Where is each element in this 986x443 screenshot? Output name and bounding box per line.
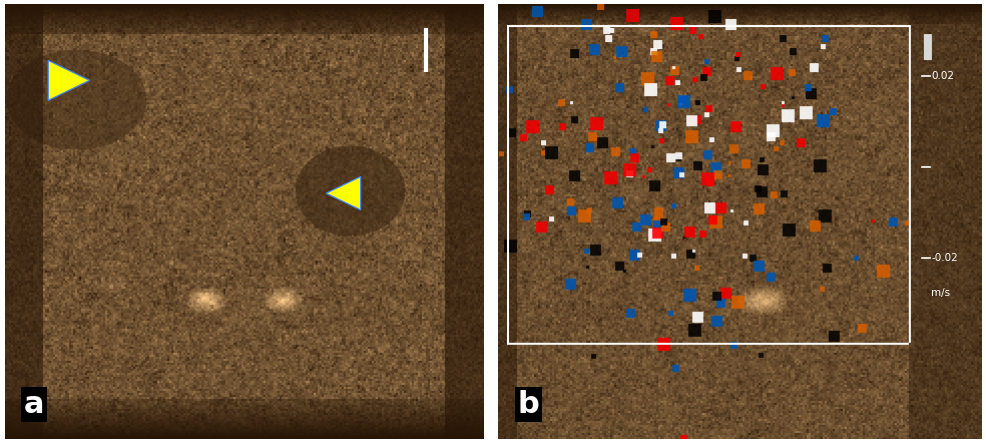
Polygon shape bbox=[48, 60, 90, 101]
Text: b: b bbox=[518, 390, 539, 419]
Polygon shape bbox=[325, 177, 360, 210]
Text: -0.02: -0.02 bbox=[931, 253, 957, 264]
Text: a: a bbox=[24, 390, 44, 419]
Text: m/s: m/s bbox=[931, 288, 950, 298]
Text: 0.02: 0.02 bbox=[931, 71, 953, 81]
